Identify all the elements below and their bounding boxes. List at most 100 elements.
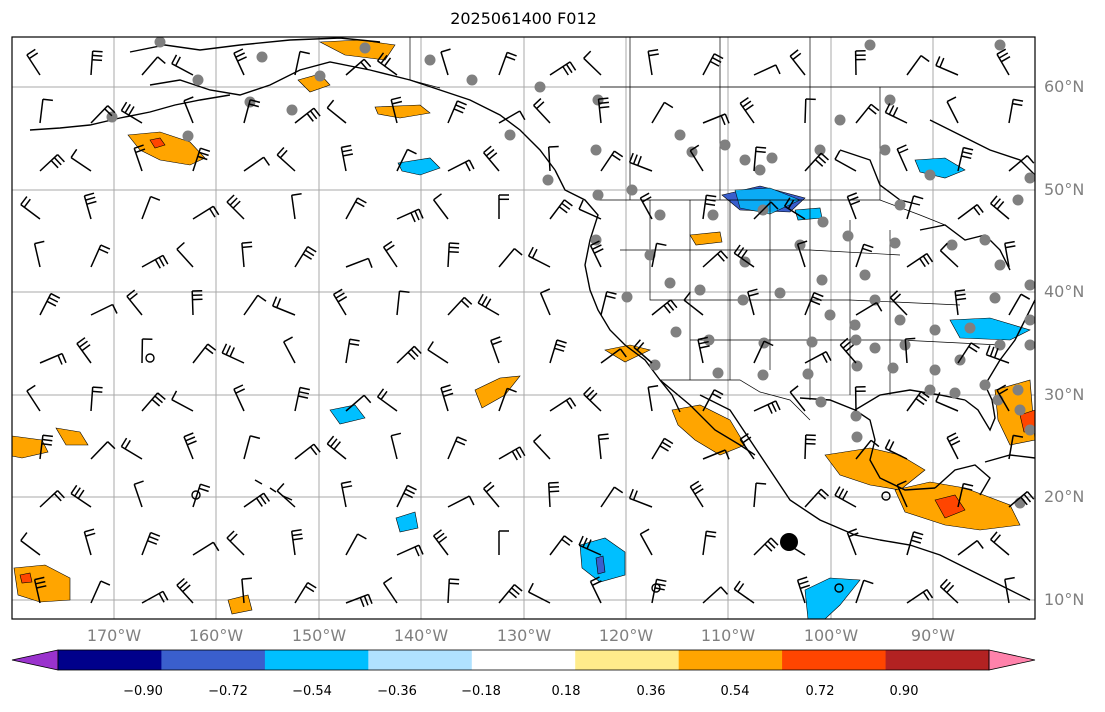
wind-barb <box>120 101 143 124</box>
wind-barb <box>141 338 153 364</box>
station-dot <box>737 294 749 306</box>
wind-barb <box>326 435 347 460</box>
wind-barb <box>533 434 551 460</box>
coastline-yucatan <box>934 464 991 496</box>
station-dot <box>719 139 731 151</box>
station-dot <box>834 114 846 126</box>
wind-barb <box>539 288 551 316</box>
lon-label-130w: 130°W <box>496 626 552 645</box>
map-frame <box>11 36 1036 620</box>
wind-barb <box>440 48 451 76</box>
wind-barb <box>855 301 883 316</box>
coastline-central-america <box>879 539 1031 601</box>
wind-barb <box>647 48 659 76</box>
wind-barb <box>906 588 934 604</box>
wind-barb <box>326 99 347 124</box>
station-dot <box>621 291 633 303</box>
wind-barb <box>498 530 509 555</box>
wind-barb <box>846 528 859 556</box>
wind-barb <box>396 290 410 316</box>
wind-barb <box>957 342 980 364</box>
wind-barb <box>600 348 627 364</box>
wind-barb <box>447 578 460 604</box>
wind-barb <box>498 194 509 219</box>
wind-barb <box>834 150 857 172</box>
wind-barb <box>946 96 959 124</box>
wind-barb <box>549 61 577 76</box>
lon-label-120w: 120°W <box>598 626 654 645</box>
station-dot <box>851 431 863 443</box>
station-dot <box>182 130 194 142</box>
station-dot <box>590 234 602 246</box>
wind-barb <box>396 544 424 557</box>
station-dot <box>864 39 876 51</box>
station-dot <box>1014 497 1026 509</box>
wind-barb <box>427 341 449 364</box>
wind-barb <box>141 56 166 76</box>
colorbar <box>11 649 1036 671</box>
wind-barb <box>243 435 261 460</box>
wind-barb <box>283 336 296 364</box>
wind-barb <box>90 580 111 604</box>
wind-barb <box>651 437 674 460</box>
station-dot <box>626 184 638 196</box>
wind-barb <box>689 144 704 172</box>
station-dot <box>929 324 941 336</box>
lat-label-20n: 20°N <box>1044 487 1085 506</box>
wind-barb <box>26 384 41 412</box>
shade-blue-bc <box>397 157 441 176</box>
station-dot <box>1024 314 1036 326</box>
shade-blue-hawaii <box>395 511 419 533</box>
coastline-alaska <box>149 61 556 171</box>
wind-barb <box>70 148 92 172</box>
wind-barb <box>176 577 194 604</box>
wind-barb <box>753 146 767 172</box>
wind-barb <box>733 580 755 604</box>
wind-barb <box>651 299 678 316</box>
station-dot <box>542 174 554 186</box>
wind-barb <box>382 240 398 268</box>
wind-barb <box>789 385 806 412</box>
wind-barb <box>935 392 959 412</box>
wind-barb <box>433 193 449 220</box>
wind-barb <box>120 437 143 460</box>
wind-barb <box>233 48 247 76</box>
wind-barb <box>549 199 573 220</box>
wind-barb <box>39 154 65 172</box>
wind-barb <box>753 64 781 76</box>
station-dot <box>674 129 686 141</box>
wind-barb <box>683 291 704 316</box>
lon-label-100w: 100°W <box>803 626 859 645</box>
wind-barb <box>345 394 372 412</box>
wind-barb <box>697 336 710 364</box>
station-dot <box>590 144 602 156</box>
station-dot <box>851 360 863 372</box>
calm-circle-3 <box>651 583 661 593</box>
wind-barb <box>906 252 934 268</box>
colorbar-tick-label: 0.36 <box>636 684 666 699</box>
colorbar-extend-high <box>988 649 1036 671</box>
border-us-mexico <box>660 379 811 421</box>
station-dot <box>924 169 936 181</box>
wind-barb <box>90 386 103 412</box>
wind-barb <box>390 96 403 124</box>
wind-barb <box>433 529 449 556</box>
station-dot <box>712 367 724 379</box>
station-dot <box>889 237 901 249</box>
station-dot <box>1024 339 1036 351</box>
station-dot <box>849 319 861 331</box>
large-black-marker <box>780 533 798 551</box>
map-title: 2025061400 F012 <box>450 9 597 28</box>
wind-barb <box>578 535 602 556</box>
wind-barb <box>90 441 116 460</box>
wind-barb <box>583 50 602 76</box>
station-dot <box>703 334 715 346</box>
station-dot <box>994 39 1006 51</box>
wind-barb <box>83 528 96 556</box>
calm-circle-2 <box>191 490 201 500</box>
colorbar-tick-label: 0.54 <box>720 684 750 699</box>
station-dot <box>929 364 941 376</box>
wind-barb <box>241 577 252 604</box>
wind-barb <box>804 98 816 124</box>
wind-barb <box>954 289 967 316</box>
